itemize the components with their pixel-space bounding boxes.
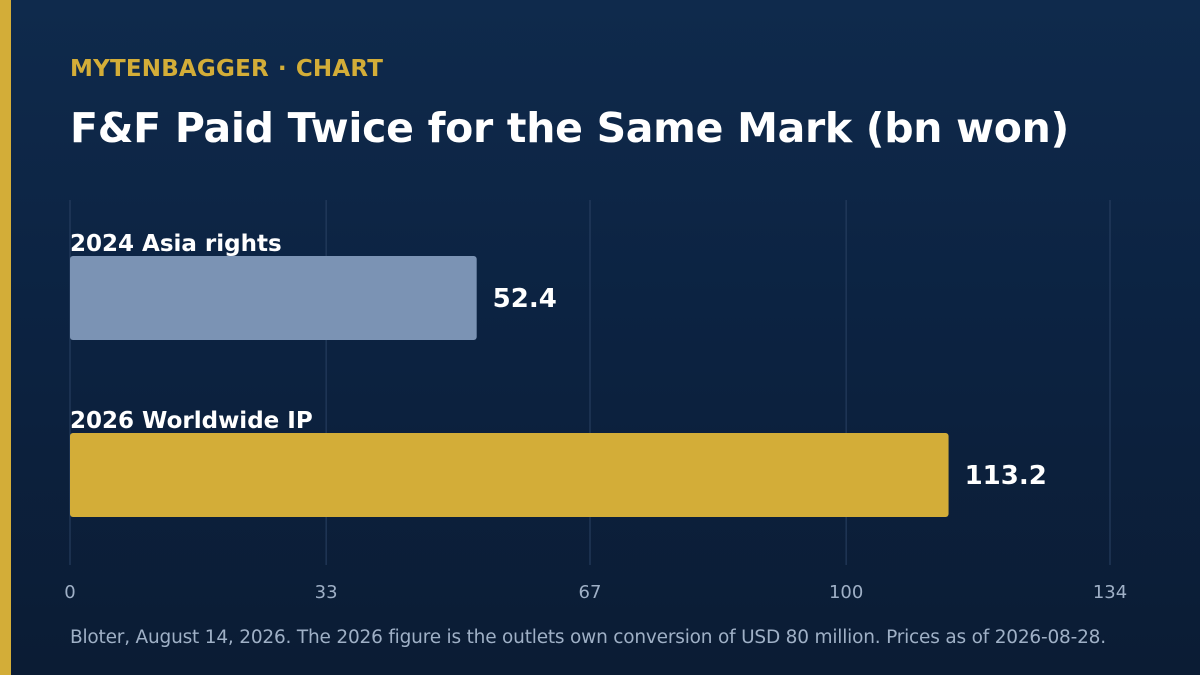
kicker-separator: ·	[277, 56, 287, 82]
bar-0	[70, 256, 477, 340]
brand-label: MYTENBAGGER	[70, 56, 269, 82]
bar-1	[70, 433, 949, 517]
kicker: MYTENBAGGER · CHART	[70, 56, 383, 82]
chart-title: F&F Paid Twice for the Same Mark (bn won…	[70, 104, 1069, 152]
value-label-1: 113.2	[965, 461, 1047, 491]
value-label-0: 52.4	[493, 284, 557, 314]
category-label-0: 2024 Asia rights	[70, 231, 282, 257]
x-tick-label-4: 134	[1093, 582, 1127, 603]
x-tick-label-2: 67	[579, 582, 602, 603]
x-tick-label-1: 33	[315, 582, 338, 603]
accent-bar	[0, 0, 11, 675]
x-tick-label-3: 100	[829, 582, 863, 603]
section-label: CHART	[295, 56, 384, 82]
x-tick-label-0: 0	[64, 582, 75, 603]
category-label-1: 2026 Worldwide IP	[70, 408, 313, 434]
source-note: Bloter, August 14, 2026. The 2026 figure…	[70, 627, 1106, 648]
